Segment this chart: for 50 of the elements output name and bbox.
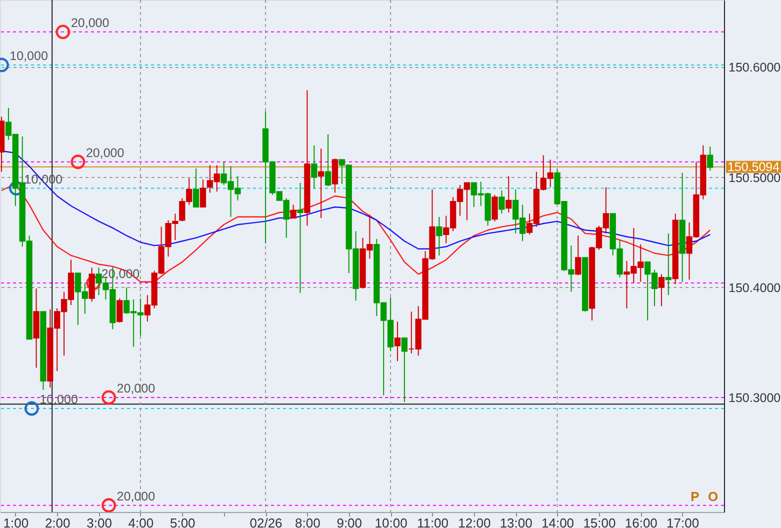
x-tick-label: 17:00 (666, 516, 700, 528)
candlestick (401, 338, 408, 402)
x-tick-label: 11:00 (416, 516, 449, 528)
x-tick-label: 14:00 (542, 516, 574, 528)
point (102, 498, 116, 512)
y-tick-label: 150.6000 (728, 60, 781, 75)
candlestick (116, 298, 123, 324)
candlestick (506, 176, 512, 214)
x-tick-label: 10:00 (374, 516, 408, 528)
point (70, 154, 86, 170)
y-tick-label: 150.3000 (728, 390, 781, 405)
candlestick (575, 235, 582, 276)
x-tick-label: 4:00 (128, 516, 154, 528)
annotation: O (708, 489, 718, 504)
candlestick (192, 168, 200, 208)
y-tick-label: 150.4000 (728, 280, 781, 295)
candlestick (436, 216, 442, 256)
x-tick-label: 13:00 (500, 516, 532, 528)
x-tick-label: 1:00 (3, 516, 29, 528)
x-tick-label: 15:00 (583, 516, 616, 528)
candlestick (707, 146, 714, 172)
ref-line-label: 150.5094 (727, 160, 780, 174)
annotation: 20,000 (86, 146, 124, 160)
annotation: 10,000 (10, 48, 48, 63)
x-tick-label: 12:00 (458, 516, 491, 528)
candlestick (498, 190, 505, 214)
x-tick-label: 02/26 (250, 516, 282, 528)
point (102, 390, 116, 405)
x-tick-label: 9:00 (336, 516, 362, 528)
candlestick (492, 194, 498, 222)
candlestick (658, 274, 665, 307)
x-tick-label: 16:00 (624, 516, 658, 528)
point (56, 24, 70, 40)
candlestick (200, 178, 206, 208)
x-tick-label: 2:00 (44, 516, 70, 528)
candlestick (297, 182, 304, 294)
candlestick (318, 148, 324, 219)
candlestick (665, 232, 672, 296)
point (24, 401, 39, 416)
annotation: P (690, 489, 700, 504)
x-tick-label: 5:00 (170, 516, 196, 528)
x-tick-label: 3:00 (86, 516, 112, 528)
candlestick (324, 134, 332, 187)
candlestick (290, 204, 296, 219)
x-tick-label: 8:00 (295, 516, 320, 528)
candlestick (394, 321, 401, 362)
annotation: 20,000 (116, 489, 156, 504)
annotation: 20,000 (116, 381, 156, 396)
annotation: 20,000 (70, 16, 110, 30)
candlestick (311, 144, 318, 189)
